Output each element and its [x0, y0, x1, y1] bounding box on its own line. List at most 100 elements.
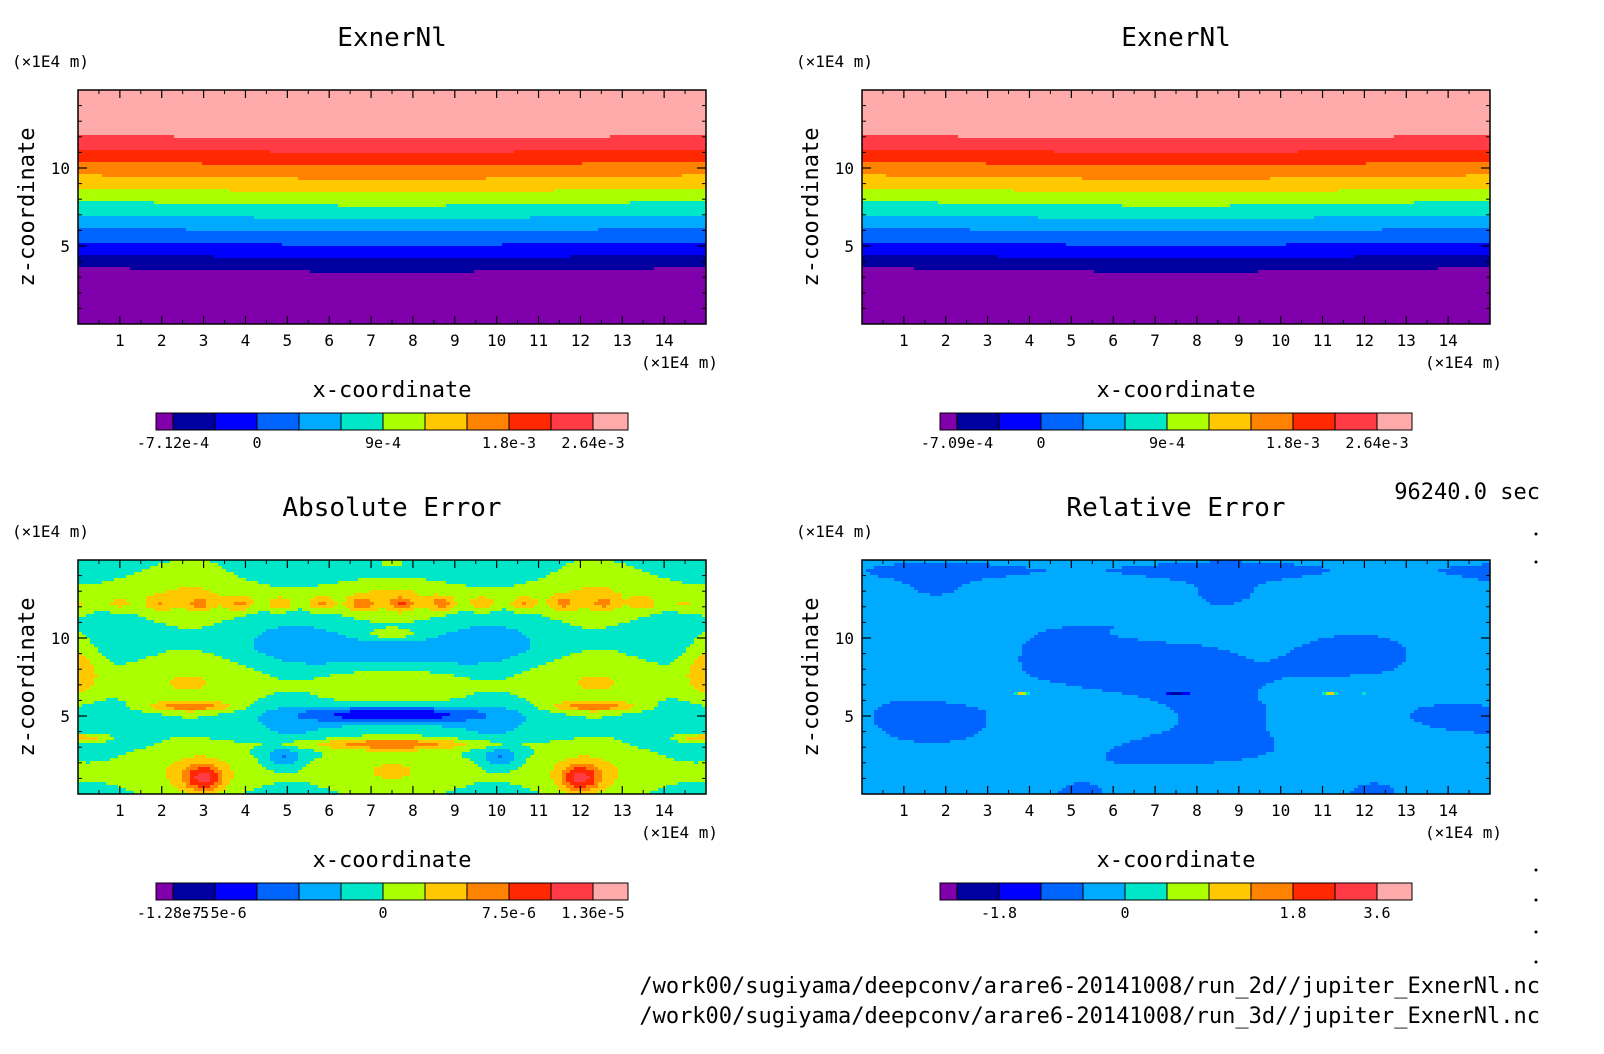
heatmap-cell — [358, 171, 362, 174]
heatmap-cell — [530, 114, 534, 117]
heatmap-cell — [86, 102, 90, 105]
heatmap-cell — [310, 150, 314, 153]
heatmap-cell — [486, 150, 490, 153]
heatmap-cell — [130, 171, 134, 174]
heatmap-cell — [130, 138, 134, 141]
heatmap-cell — [694, 174, 698, 177]
heatmap-cell — [86, 96, 90, 99]
heatmap-cell — [298, 165, 302, 168]
heatmap-cell — [146, 120, 150, 123]
heatmap-cell — [654, 141, 658, 144]
heatmap-cell — [326, 177, 330, 180]
heatmap-cell — [170, 96, 174, 99]
heatmap-cell — [638, 126, 642, 129]
heatmap-cell — [290, 177, 294, 180]
heatmap-cell — [390, 147, 394, 150]
heatmap-cell — [482, 138, 486, 141]
heatmap-cell — [450, 177, 454, 180]
heatmap-cell — [174, 174, 178, 177]
heatmap-cell — [286, 141, 290, 144]
heatmap-cell — [182, 108, 186, 111]
heatmap-cell — [282, 114, 286, 117]
heatmap-cell — [390, 96, 394, 99]
heatmap-cell — [334, 147, 338, 150]
heatmap-cell — [138, 96, 142, 99]
heatmap-cell — [454, 165, 458, 168]
heatmap-cell — [330, 159, 334, 162]
heatmap-cell — [650, 144, 654, 147]
heatmap-cell — [434, 141, 438, 144]
heatmap-cell — [126, 165, 130, 168]
heatmap-cell — [678, 159, 682, 162]
heatmap-cell — [294, 141, 298, 144]
heatmap-cell — [390, 105, 394, 108]
heatmap-cell — [554, 150, 558, 153]
heatmap-cell — [638, 111, 642, 114]
heatmap-cell — [450, 108, 454, 111]
heatmap-cell — [102, 168, 106, 171]
heatmap-cell — [590, 117, 594, 120]
heatmap-cell — [86, 144, 90, 147]
heatmap-cell — [82, 135, 86, 138]
heatmap-cell — [490, 156, 494, 159]
heatmap-cell — [266, 105, 270, 108]
heatmap-cell — [210, 117, 214, 120]
heatmap-cell — [446, 174, 450, 177]
heatmap-cell — [410, 174, 414, 177]
heatmap-cell — [562, 99, 566, 102]
heatmap-cell — [398, 141, 402, 144]
heatmap-cell — [378, 123, 382, 126]
heatmap-cell — [82, 147, 86, 150]
heatmap-cell — [534, 162, 538, 165]
heatmap-cell — [550, 114, 554, 117]
heatmap-cell — [466, 147, 470, 150]
heatmap-cell — [170, 177, 174, 180]
heatmap-cell — [690, 138, 694, 141]
heatmap-cell — [210, 105, 214, 108]
heatmap-cell — [282, 105, 286, 108]
heatmap-cell — [522, 147, 526, 150]
heatmap-cell — [290, 183, 294, 186]
heatmap-cell — [230, 138, 234, 141]
heatmap-cell — [538, 144, 542, 147]
heatmap-cell — [522, 126, 526, 129]
heatmap-cell — [674, 120, 678, 123]
heatmap-cell — [510, 171, 514, 174]
heatmap-cell — [582, 111, 586, 114]
heatmap-cell — [690, 129, 694, 132]
heatmap-cell — [698, 156, 702, 159]
heatmap-cell — [366, 153, 370, 156]
heatmap-cell — [518, 183, 522, 186]
heatmap-cell — [662, 174, 666, 177]
heatmap-cell — [606, 171, 610, 174]
heatmap-cell — [402, 111, 406, 114]
heatmap-cell — [198, 126, 202, 129]
heatmap-cell — [126, 156, 130, 159]
heatmap-cell — [254, 102, 258, 105]
heatmap-cell — [538, 126, 542, 129]
heatmap-cell — [366, 93, 370, 96]
heatmap-cell — [242, 108, 246, 111]
heatmap-cell — [398, 96, 402, 99]
heatmap-cell — [318, 180, 322, 183]
heatmap-cell — [210, 102, 214, 105]
heatmap-cell — [634, 105, 638, 108]
heatmap-cell — [442, 174, 446, 177]
heatmap-cell — [362, 102, 366, 105]
heatmap-cell — [666, 96, 670, 99]
heatmap-cell — [518, 132, 522, 135]
heatmap-cell — [206, 105, 210, 108]
heatmap-cell — [186, 171, 190, 174]
heatmap-cell — [574, 138, 578, 141]
heatmap-cell — [682, 168, 686, 171]
heatmap-cell — [230, 168, 234, 171]
heatmap-cell — [658, 171, 662, 174]
heatmap-cell — [306, 162, 310, 165]
heatmap-cell — [254, 123, 258, 126]
heatmap-cell — [150, 141, 154, 144]
heatmap-cell — [318, 168, 322, 171]
heatmap-cell — [298, 141, 302, 144]
heatmap-cell — [498, 153, 502, 156]
heatmap-cell — [562, 144, 566, 147]
heatmap-cell — [590, 120, 594, 123]
